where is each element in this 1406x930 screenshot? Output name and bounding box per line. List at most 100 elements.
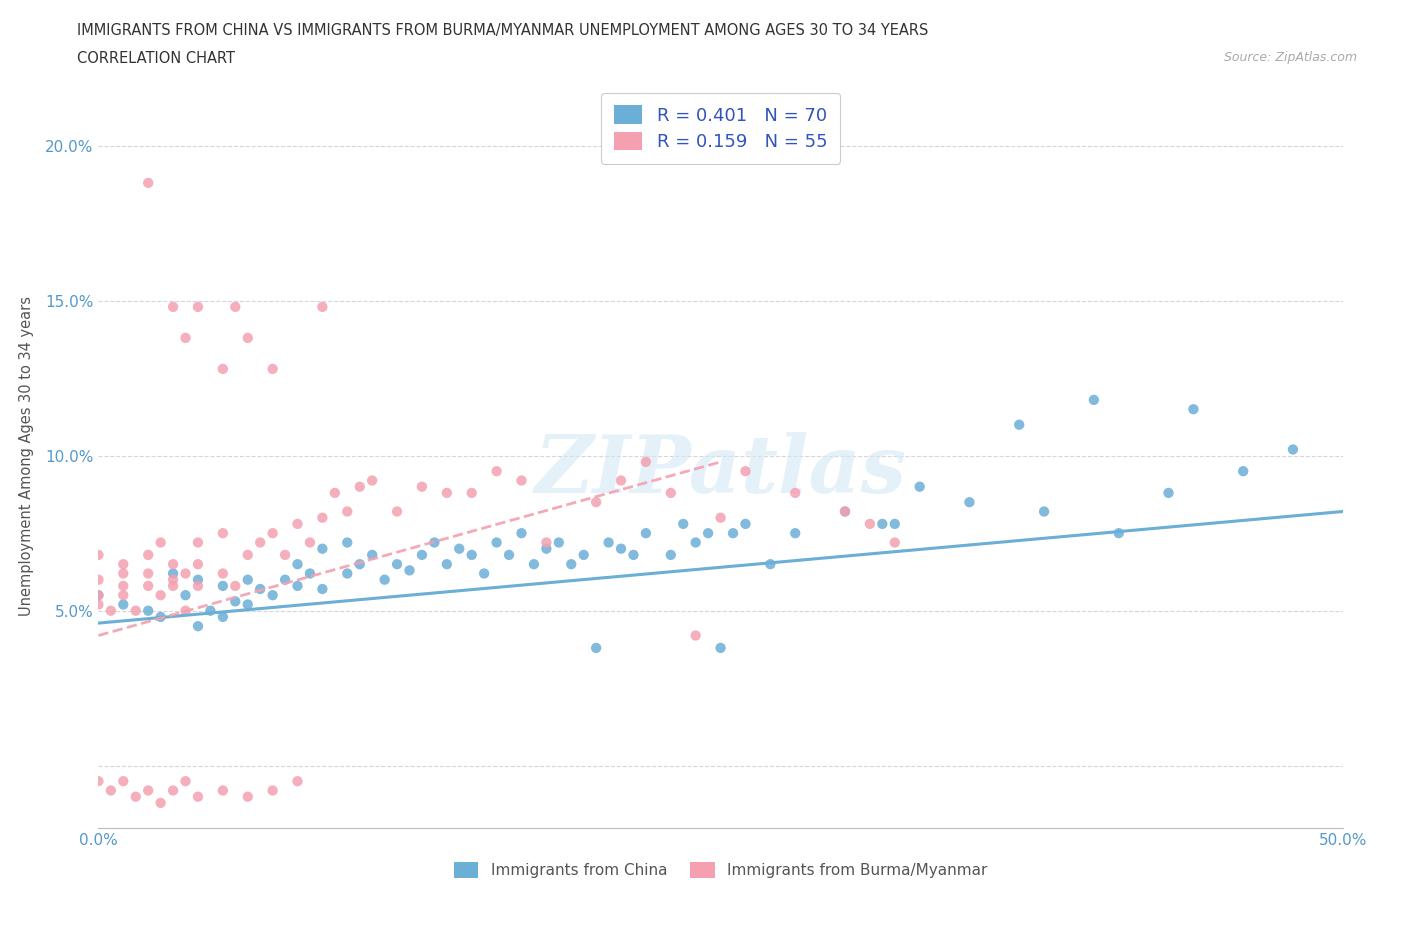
Point [162, 557, 184, 572]
Point [87, 548, 110, 563]
Point [112, 597, 135, 612]
Point [349, 479, 371, 494]
Point [311, 511, 333, 525]
Point [224, 578, 246, 593]
Point [187, 790, 209, 804]
Point [323, 485, 346, 500]
Point [236, 790, 259, 804]
Point [162, 783, 184, 798]
Point [211, 609, 233, 624]
Point [249, 535, 271, 550]
Point [187, 557, 209, 572]
Point [1083, 392, 1105, 407]
Point [634, 455, 657, 470]
Point [136, 176, 159, 191]
Point [672, 516, 695, 531]
Point [298, 535, 321, 550]
Point [187, 299, 209, 314]
Point [100, 604, 122, 618]
Text: ZIPatlas: ZIPatlas [534, 432, 907, 510]
Point [721, 525, 744, 540]
Point [883, 516, 905, 531]
Point [162, 566, 184, 581]
Point [112, 588, 135, 603]
Point [336, 566, 359, 581]
Point [598, 535, 620, 550]
Point [211, 578, 233, 593]
Point [697, 525, 720, 540]
Point [349, 557, 371, 572]
Text: CORRELATION CHART: CORRELATION CHART [77, 51, 235, 66]
Point [585, 495, 607, 510]
Y-axis label: Unemployment Among Ages 30 to 34 years: Unemployment Among Ages 30 to 34 years [20, 296, 34, 616]
Point [298, 566, 321, 581]
Point [236, 330, 259, 345]
Point [536, 535, 558, 550]
Point [287, 774, 309, 789]
Point [262, 588, 284, 603]
Point [685, 628, 707, 643]
Point [112, 578, 135, 593]
Point [136, 783, 159, 798]
Point [100, 783, 122, 798]
Point [385, 504, 408, 519]
Point [236, 597, 259, 612]
Point [136, 548, 159, 563]
Point [112, 566, 135, 581]
Point [449, 541, 471, 556]
Point [87, 572, 110, 587]
Point [436, 485, 458, 500]
Point [87, 597, 110, 612]
Point [361, 548, 384, 563]
Point [162, 572, 184, 587]
Point [211, 525, 233, 540]
Point [200, 604, 222, 618]
Point [87, 588, 110, 603]
Point [785, 525, 807, 540]
Point [136, 566, 159, 581]
Point [162, 299, 184, 314]
Point [411, 479, 433, 494]
Point [834, 504, 856, 519]
Point [125, 604, 148, 618]
Point [1282, 442, 1305, 457]
Point [883, 535, 905, 550]
Point [236, 572, 259, 587]
Point [710, 641, 733, 656]
Text: IMMIGRANTS FROM CHINA VS IMMIGRANTS FROM BURMA/MYANMAR UNEMPLOYMENT AMONG AGES 3: IMMIGRANTS FROM CHINA VS IMMIGRANTS FROM… [77, 23, 929, 38]
Point [149, 588, 172, 603]
Point [361, 473, 384, 488]
Point [908, 479, 931, 494]
Point [560, 557, 582, 572]
Point [1008, 418, 1031, 432]
Point [1232, 464, 1254, 479]
Point [125, 790, 148, 804]
Point [187, 572, 209, 587]
Point [872, 516, 894, 531]
Point [262, 362, 284, 377]
Point [411, 548, 433, 563]
Point [174, 604, 197, 618]
Point [734, 516, 756, 531]
Point [572, 548, 595, 563]
Point [274, 548, 297, 563]
Point [547, 535, 569, 550]
Point [311, 541, 333, 556]
Point [398, 563, 420, 578]
Point [460, 485, 484, 500]
Point [585, 641, 607, 656]
Point [1157, 485, 1180, 500]
Point [112, 557, 135, 572]
Point [249, 581, 271, 596]
Point [287, 516, 309, 531]
Point [374, 572, 396, 587]
Point [211, 362, 233, 377]
Point [385, 557, 408, 572]
Point [187, 535, 209, 550]
Point [423, 535, 446, 550]
Point [174, 588, 197, 603]
Point [174, 774, 197, 789]
Point [162, 578, 184, 593]
Point [236, 548, 259, 563]
Point [211, 566, 233, 581]
